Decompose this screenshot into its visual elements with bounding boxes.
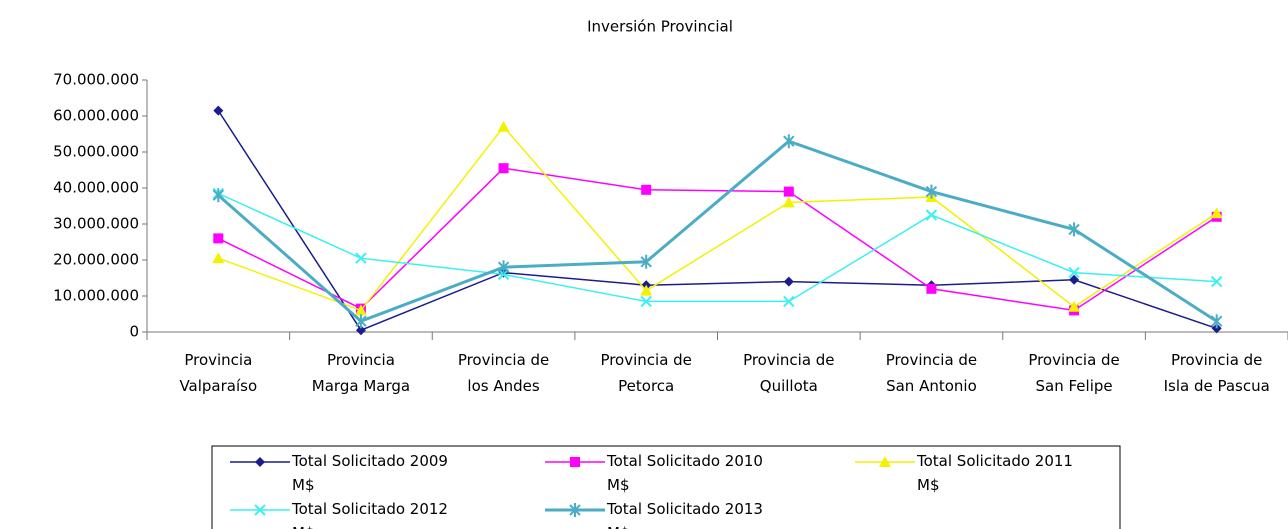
marker <box>212 188 225 203</box>
x-tick-label: Provincia de Petorca <box>600 351 692 395</box>
marker <box>1068 300 1081 312</box>
legend-label: Total Solicitado 2010 M$ <box>607 452 763 494</box>
y-tick-label: 20.000.000 <box>53 251 139 269</box>
marker <box>1210 207 1223 219</box>
marker <box>355 314 367 329</box>
chart-title: Inversión Provincial <box>587 18 733 36</box>
marker <box>926 283 937 294</box>
marker <box>212 252 225 264</box>
y-tick-label: 50.000.000 <box>53 143 139 161</box>
y-tick-label: 10.000.000 <box>53 287 139 305</box>
marker <box>640 254 652 269</box>
marker <box>1211 323 1222 334</box>
marker <box>925 209 938 221</box>
legend-label: Total Solicitado 2012 M$ <box>292 500 448 529</box>
series-line <box>217 167 1218 312</box>
legend-box <box>211 445 1121 529</box>
marker <box>640 284 653 296</box>
y-tick-label: 0 <box>129 323 139 341</box>
marker <box>213 233 224 244</box>
marker <box>498 163 509 174</box>
marker <box>1069 274 1080 285</box>
marker <box>1210 314 1223 329</box>
marker <box>640 295 652 308</box>
legend-label: Total Solicitado 2013 M$ <box>607 500 763 529</box>
marker <box>355 252 367 264</box>
series-line <box>218 125 1218 312</box>
y-tick-label: 70.000.000 <box>53 71 139 89</box>
marker <box>354 304 367 316</box>
legend-label: Total Solicitado 2011 M$ <box>917 452 1073 494</box>
x-tick-label: Provincia Valparaíso <box>179 351 258 395</box>
x-tick-label: Provincia de San Antonio <box>885 351 978 395</box>
marker <box>782 196 795 208</box>
y-tick-label: 30.000.000 <box>53 215 139 233</box>
series-line <box>217 139 1218 323</box>
marker <box>1068 222 1080 237</box>
series-line <box>217 110 1217 332</box>
legend-marker <box>255 457 265 467</box>
legend-marker <box>254 504 266 516</box>
x-tick-label: Provincia de los Andes <box>457 351 550 395</box>
marker <box>783 134 795 149</box>
marker <box>355 325 366 336</box>
x-tick-label: Provincia de Quillota <box>743 351 835 395</box>
marker <box>783 186 794 197</box>
marker <box>783 276 794 287</box>
y-tick-label: 40.000.000 <box>53 179 139 197</box>
legend-marker <box>879 456 891 467</box>
marker <box>213 105 224 116</box>
legend-label: Total Solicitado 2009 M$ <box>292 452 448 494</box>
marker <box>497 120 510 132</box>
legend-marker <box>570 457 580 467</box>
marker <box>1210 275 1223 288</box>
marker <box>925 184 938 199</box>
y-tick-label: 60.000.000 <box>53 107 139 125</box>
marker <box>783 295 795 308</box>
x-tick-label: Provincia de Isla de Pascua <box>1163 351 1270 395</box>
series-line <box>218 192 1217 303</box>
marker <box>497 260 510 275</box>
marker <box>641 184 652 195</box>
marker <box>1068 266 1080 279</box>
x-tick-label: Provincia de San Felipe <box>1028 351 1120 395</box>
legend-marker <box>569 503 581 517</box>
x-tick-label: Provincia Marga Marga <box>311 351 411 395</box>
